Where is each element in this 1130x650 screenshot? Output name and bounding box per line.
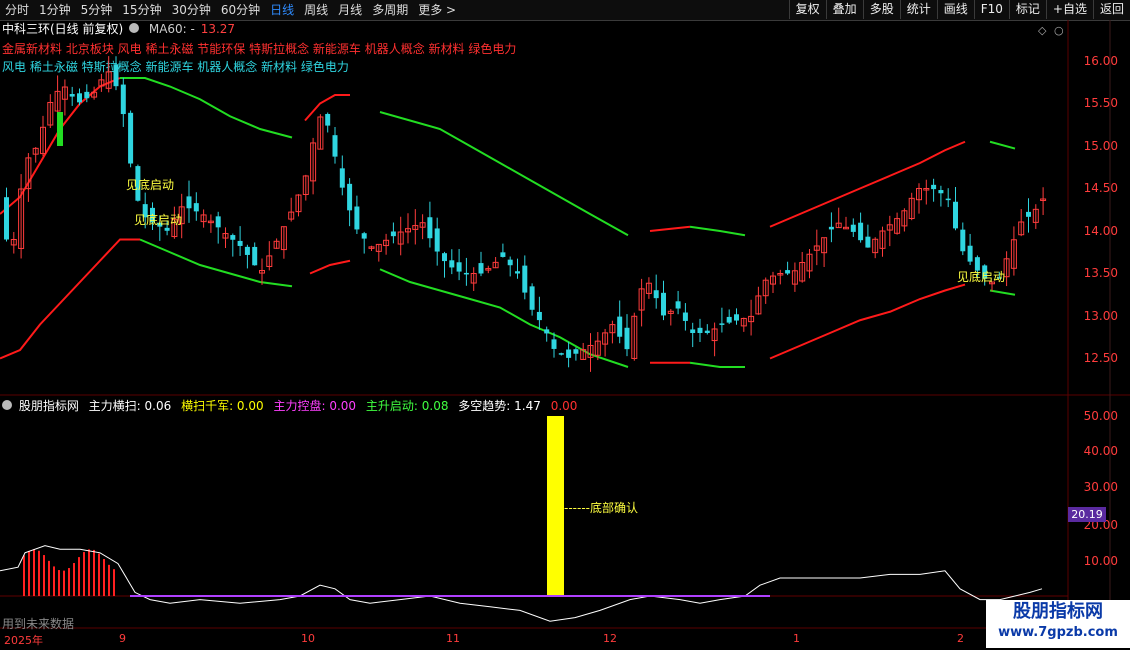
watermark-url: www.7gpzb.com <box>998 625 1118 640</box>
svg-text:◇: ◇ <box>1038 24 1047 37</box>
price-axis-1500: 15.00 <box>1083 139 1118 153</box>
ind-axis-50: 50.00 <box>1083 409 1118 423</box>
tab-multi-period[interactable]: 多周期 <box>372 3 409 17</box>
svg-text:○: ○ <box>1054 24 1064 37</box>
date-oct: 10 <box>301 632 315 645</box>
indicator-item-2: 横扫千军: 0.00 <box>181 399 264 413</box>
stock-info: 中科三环(日线 前复权) MA60: - 13.27 <box>2 21 235 37</box>
date-dec: 12 <box>603 632 617 645</box>
back-button[interactable]: 返回 <box>1092 0 1130 19</box>
stats-button[interactable]: 统计 <box>899 0 937 19</box>
concepts-line-2: 风电 稀土永磁 特斯拉概念 新能源车 机器人概念 新材料 绿色电力 <box>2 60 349 74</box>
overlay-button[interactable]: 叠加 <box>825 0 863 19</box>
ma-label: MA60: - <box>148 22 195 36</box>
gear-icon[interactable] <box>129 23 140 33</box>
tab-weekly[interactable]: 周线 <box>304 3 329 17</box>
tab-fenshi[interactable]: 分时 <box>5 3 30 17</box>
price-axis-1250: 12.50 <box>1083 351 1118 365</box>
tab-60min[interactable]: 60分钟 <box>220 3 261 17</box>
f10-button[interactable]: F10 <box>973 0 1009 19</box>
mark-button[interactable]: 标记 <box>1008 0 1046 19</box>
tab-15min[interactable]: 15分钟 <box>122 3 162 17</box>
adjust-button[interactable]: 复权 <box>788 0 826 19</box>
indicator-header: 股朋指标网 主力横扫: 0.06 横扫千军: 0.00 主力控盘: 0.00 主… <box>2 398 583 414</box>
indicator-item-6: 0.00 <box>550 399 578 413</box>
signal-label-2: 见底启动 <box>134 213 183 227</box>
indicator-name: 股朋指标网 <box>18 399 79 413</box>
price-axis-1350: 13.50 <box>1083 266 1118 280</box>
more-label: 更多 <box>418 3 443 17</box>
ind-axis-30: 30.00 <box>1083 480 1118 494</box>
date-2025: 2025年 <box>4 634 43 647</box>
ma-value: 13.27 <box>200 22 236 36</box>
cursor-value-tag: 20.19 <box>1068 507 1106 522</box>
bottom-confirm-label: ------底部确认 <box>564 501 638 515</box>
add-watchlist-button[interactable]: +自选 <box>1045 0 1093 19</box>
tab-monthly[interactable]: 月线 <box>338 3 363 17</box>
indicator-gear-icon[interactable] <box>2 400 12 410</box>
price-axis-1550: 15.50 <box>1083 96 1118 110</box>
signal-label-3: 见底启动 <box>957 270 1006 284</box>
site-watermark: 股朋指标网 www.7gpzb.com <box>986 600 1130 648</box>
price-axis-1600: 16.00 <box>1083 54 1118 68</box>
tab-more[interactable]: 更多 > <box>413 0 461 20</box>
price-axis-1400: 14.00 <box>1083 224 1118 238</box>
tab-5min[interactable]: 5分钟 <box>80 3 113 17</box>
ind-axis-40: 40.00 <box>1083 444 1118 458</box>
tab-30min[interactable]: 30分钟 <box>171 3 211 17</box>
date-jan: 1 <box>793 632 800 645</box>
stock-title: 中科三环(日线 前复权) <box>2 22 124 36</box>
price-axis-1300: 13.00 <box>1083 309 1118 323</box>
indicator-item-3: 主力控盘: 0.00 <box>273 399 357 413</box>
date-nov: 11 <box>446 632 460 645</box>
chevron-right-icon: > <box>446 3 457 17</box>
signal-label-1: 见底启动 <box>126 178 175 192</box>
period-toolbar: 分时 1分钟 5分钟 15分钟 30分钟 60分钟 日线 周线 月线 多周期 更… <box>0 0 1130 21</box>
tab-1min[interactable]: 1分钟 <box>39 3 71 17</box>
date-sep: 9 <box>119 632 126 645</box>
multi-stock-button[interactable]: 多股 <box>862 0 900 19</box>
concepts-line-1: 金属新材料 北京板块 风电 稀土永磁 节能环保 特斯拉概念 新能源车 机器人概念… <box>2 42 517 56</box>
ind-axis-10: 10.00 <box>1083 554 1118 568</box>
future-data-note: 用到未来数据 <box>2 617 75 631</box>
draw-line-button[interactable]: 画线 <box>936 0 974 19</box>
price-axis-1450: 14.50 <box>1083 181 1118 195</box>
watermark-title: 股朋指标网 <box>1013 601 1103 622</box>
indicator-item-1: 主力横扫: 0.06 <box>88 399 172 413</box>
indicator-item-5: 多空趋势: 1.47 <box>458 399 541 413</box>
indicator-item-4: 主升启动: 0.08 <box>365 399 449 413</box>
tab-daily[interactable]: 日线 <box>270 3 295 17</box>
date-feb: 2 <box>957 632 964 645</box>
right-toolbar: 复权 叠加 多股 统计 画线 F10 标记 +自选 返回 <box>788 0 1130 20</box>
